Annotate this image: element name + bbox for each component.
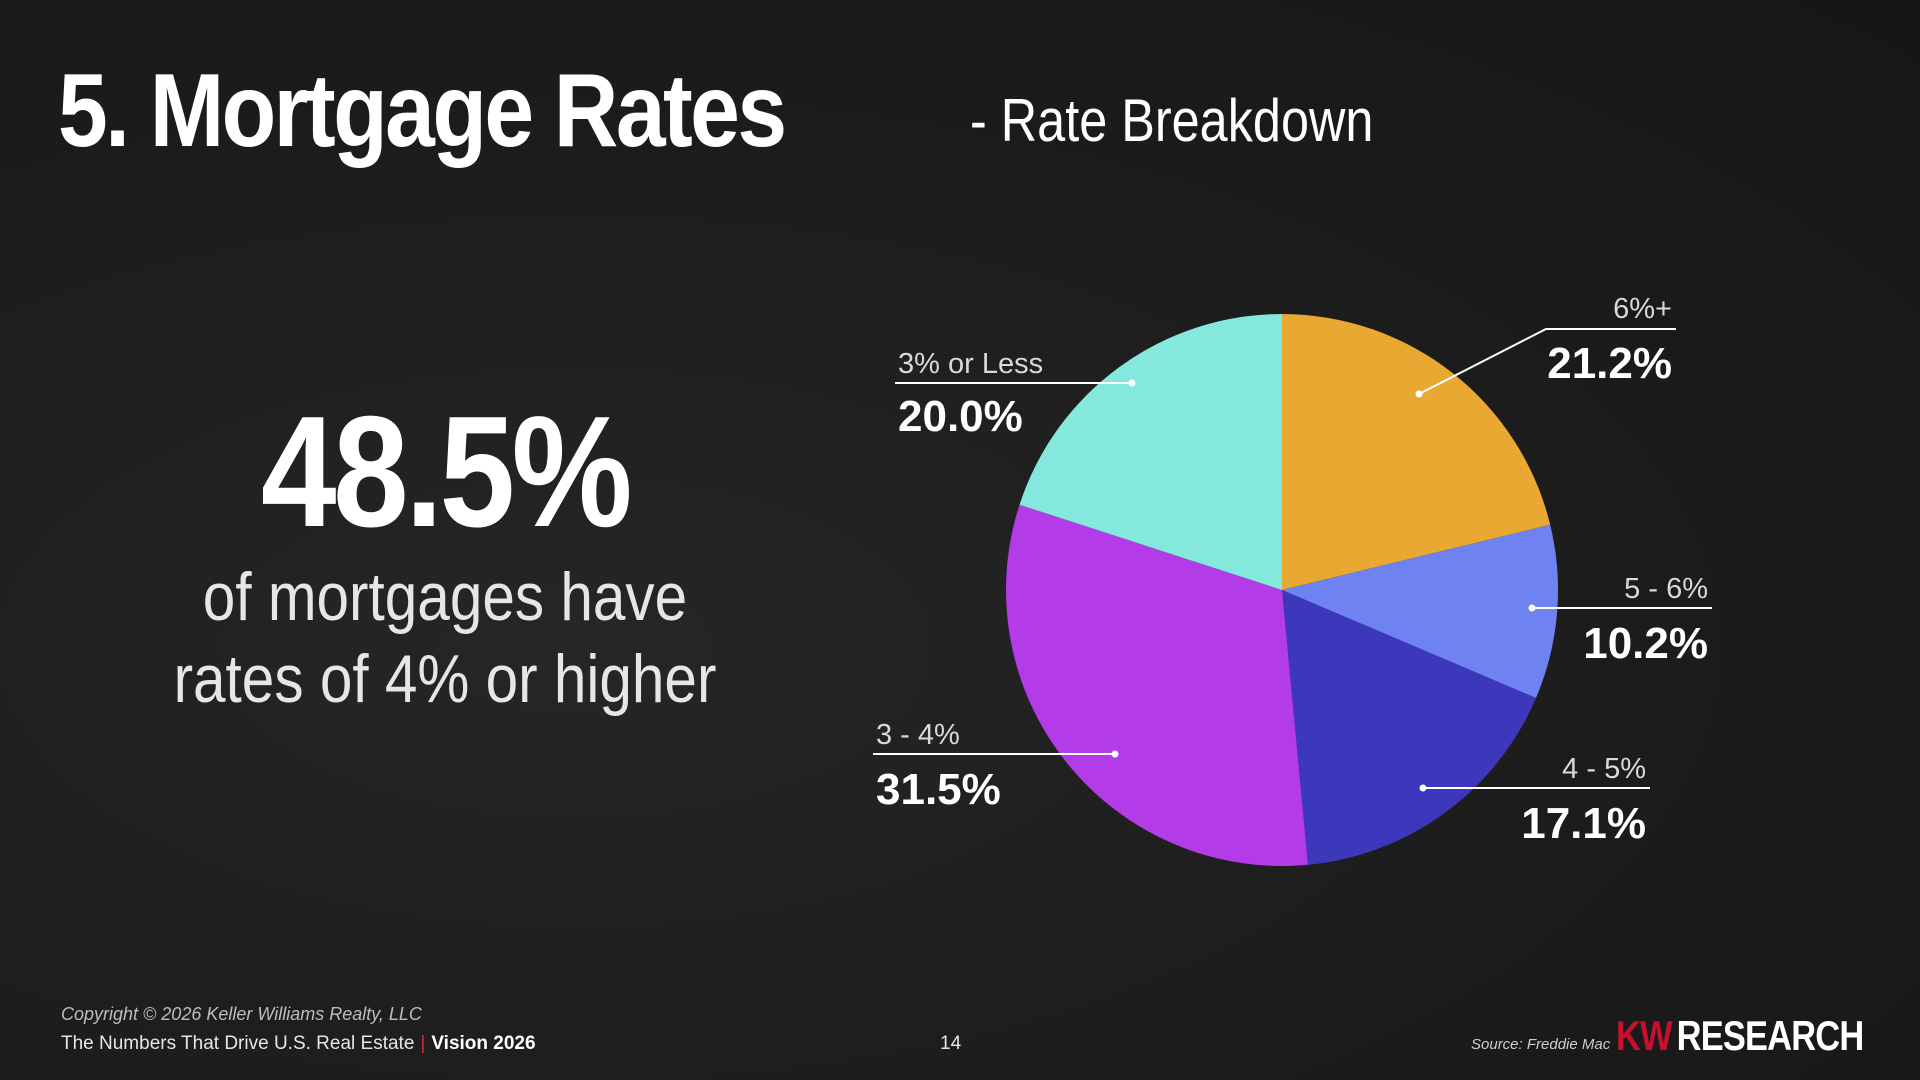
title-row: 5. Mortgage Rates - Rate Breakdown (58, 52, 1373, 171)
slice-category-label-3: 3 - 4% (876, 719, 960, 751)
slice-category-label-2: 4 - 5% (1562, 753, 1646, 785)
leader-dot-0 (1415, 390, 1423, 398)
kw-research-logo: KW RESEARCH (1616, 1012, 1865, 1060)
footer-tagline-row: The Numbers That Drive U.S. Real Estate |… (61, 1033, 536, 1055)
pie-slice-0 (1282, 314, 1551, 590)
pie-labels: 6%+ 21.2% 5 - 6% 10.2% 4 - 5% 17.1% 3 - 4% 31.5… (873, 293, 1712, 848)
pie-slices (1005, 314, 1558, 867)
footer-tagline: The Numbers That Drive U.S. Real Estate (61, 1033, 415, 1054)
headline-stat-caption-line2: rates of 4% or higher (173, 641, 717, 717)
pie-slice-4 (1019, 314, 1282, 590)
page-subtitle: - Rate Breakdown (970, 87, 1374, 154)
page-title: 5. Mortgage Rates (58, 53, 787, 169)
slice-value-label-4: 20.0% (898, 392, 1023, 441)
brand-research: RESEARCH (1676, 1012, 1865, 1059)
leader-dot-4 (1128, 379, 1136, 387)
leader-dot-1 (1528, 604, 1536, 612)
brand-kw: KW (1616, 1012, 1673, 1059)
slice-value-label-3: 31.5% (876, 765, 1001, 814)
pie-slice-3 (1005, 504, 1308, 867)
leader-dot-3 (1111, 750, 1119, 758)
footer-vision: Vision 2026 (431, 1033, 536, 1054)
slice-value-label-1: 10.2% (1583, 619, 1708, 668)
slice-value-label-0: 21.2% (1547, 339, 1672, 388)
pie-slice-2 (1282, 590, 1536, 865)
slice-value-label-2: 17.1% (1521, 799, 1646, 848)
headline-stat-caption-line1: of mortgages have (202, 559, 688, 635)
slice-category-label-0: 6%+ (1613, 293, 1672, 325)
headline-stat-value: 48.5% (260, 384, 633, 560)
page-number: 14 (940, 1033, 962, 1054)
leader-line-0 (1418, 328, 1676, 395)
slice-category-label-1: 5 - 6% (1624, 573, 1708, 605)
source-note: Source: Freddie Mac (1471, 1036, 1611, 1053)
footer-copyright: Copyright © 2026 Keller Williams Realty,… (61, 1004, 422, 1024)
pie-slice-1 (1282, 524, 1558, 699)
slice-category-label-4: 3% or Less (898, 348, 1043, 380)
footer-separator: | (420, 1033, 426, 1054)
leader-dot-2 (1419, 784, 1427, 792)
